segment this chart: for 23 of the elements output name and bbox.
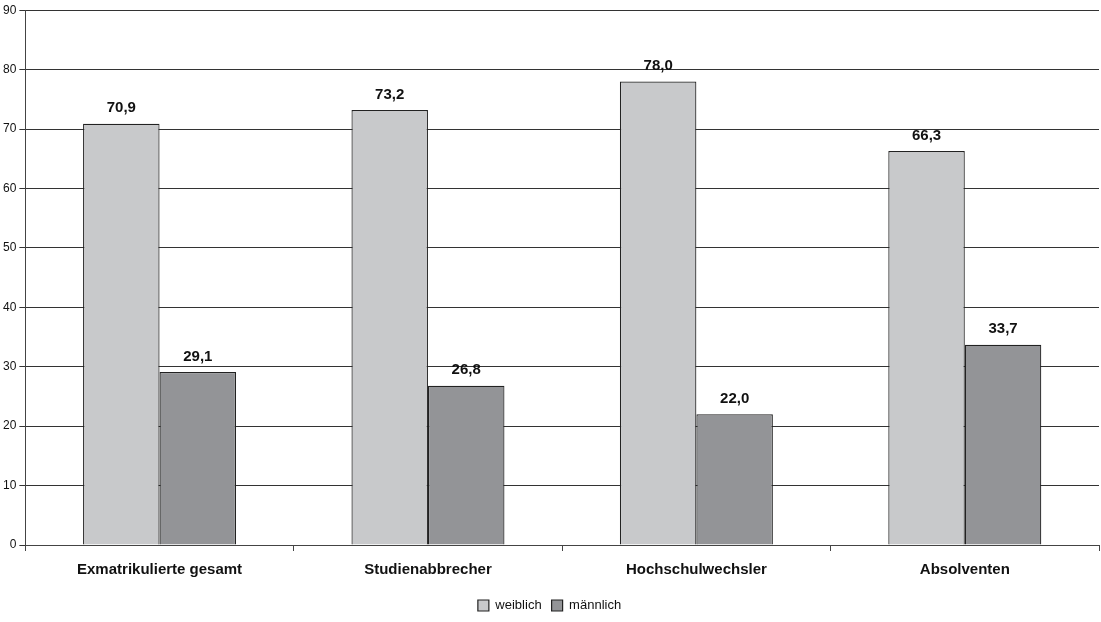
- y-tick-label: 60: [2, 180, 17, 195]
- y-tick-label: 0: [9, 537, 17, 552]
- data-label: 33,7: [988, 319, 1018, 337]
- legend-label: männlich: [569, 597, 622, 613]
- data-label: 29,1: [183, 346, 213, 364]
- y-tick-label: 30: [2, 359, 17, 374]
- y-tick-label: 10: [2, 477, 17, 492]
- data-label: 22,0: [720, 388, 750, 406]
- y-tick-label: 90: [2, 2, 17, 17]
- data-label: 78,0: [643, 56, 673, 74]
- y-tick-label: 80: [2, 61, 17, 76]
- data-label: 66,3: [911, 125, 942, 143]
- data-label: 70,9: [106, 98, 136, 116]
- legend-label: weiblich: [494, 597, 542, 613]
- x-tick-label: Studienabbrecher: [364, 560, 492, 578]
- x-tick-label: Absolventen: [919, 560, 1010, 578]
- data-label: 73,2: [375, 84, 405, 102]
- y-tick-label: 70: [2, 121, 17, 136]
- x-tick-label: Hochschulwechsler: [625, 560, 767, 578]
- y-tick-label: 50: [2, 240, 17, 255]
- x-tick-label: Exmatrikulierte gesamt: [77, 560, 243, 578]
- y-tick-label: 20: [2, 418, 17, 433]
- y-tick-label: 40: [2, 299, 17, 314]
